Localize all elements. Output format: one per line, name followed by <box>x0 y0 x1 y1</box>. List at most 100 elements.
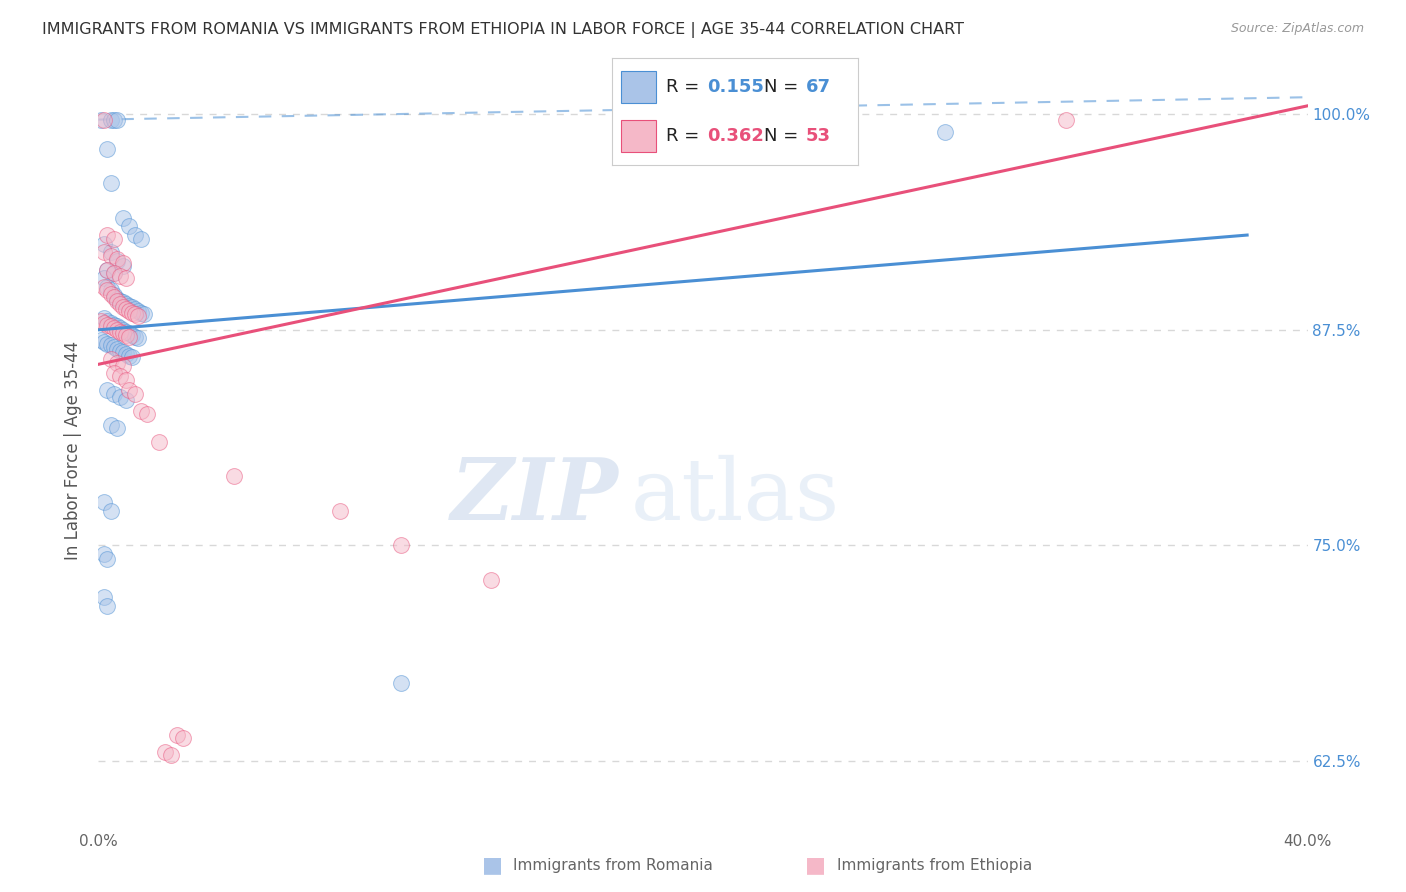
Point <box>132 307 155 321</box>
Point <box>114 393 136 408</box>
Text: atlas: atlas <box>630 454 839 538</box>
Point <box>135 407 157 421</box>
Point <box>93 279 115 293</box>
Point <box>389 538 412 552</box>
Point <box>148 434 170 449</box>
Point <box>105 342 128 356</box>
Point <box>103 340 125 354</box>
Point <box>103 321 125 335</box>
Point <box>124 329 146 343</box>
Point <box>172 731 194 746</box>
Text: ■: ■ <box>482 855 502 875</box>
Point <box>105 421 128 435</box>
Point <box>127 309 149 323</box>
Point <box>121 305 143 319</box>
Point <box>105 319 128 334</box>
Point <box>90 112 112 127</box>
Text: Immigrants from Romania: Immigrants from Romania <box>513 858 713 872</box>
Text: 67: 67 <box>806 78 831 95</box>
FancyBboxPatch shape <box>621 70 655 103</box>
Point <box>111 359 134 373</box>
Point <box>96 552 118 566</box>
Point <box>105 253 128 268</box>
Point <box>153 745 176 759</box>
Point <box>108 293 131 308</box>
Point <box>108 325 131 339</box>
Point <box>127 331 149 345</box>
Point <box>103 112 125 127</box>
Point <box>103 318 125 332</box>
Point <box>124 302 146 317</box>
Point <box>121 301 143 315</box>
Point <box>127 304 149 318</box>
Point <box>118 299 141 313</box>
Point <box>118 304 141 318</box>
Text: R =: R = <box>666 78 704 95</box>
Point <box>93 547 115 561</box>
Point <box>389 676 412 690</box>
Point <box>96 262 118 277</box>
Point <box>111 301 134 315</box>
Point <box>93 245 115 260</box>
Point <box>96 279 118 293</box>
Point <box>96 314 118 328</box>
Point <box>100 338 122 352</box>
Point <box>111 295 134 310</box>
Point <box>118 349 141 363</box>
Point <box>118 219 141 234</box>
Text: Immigrants from Ethiopia: Immigrants from Ethiopia <box>837 858 1032 872</box>
Point <box>111 326 134 341</box>
Point <box>105 355 128 369</box>
Point <box>93 590 115 604</box>
Point <box>93 334 115 349</box>
Point <box>105 293 128 308</box>
Point <box>616 111 638 125</box>
Point <box>103 290 125 304</box>
Text: ZIP: ZIP <box>450 454 619 538</box>
Point <box>105 112 128 127</box>
Text: N =: N = <box>765 128 804 145</box>
Point <box>103 266 125 280</box>
Point <box>166 728 188 742</box>
Point <box>100 316 122 330</box>
Point <box>93 271 115 285</box>
Point <box>114 347 136 361</box>
Text: R =: R = <box>666 128 704 145</box>
Point <box>124 228 146 243</box>
Point <box>100 286 122 301</box>
Point <box>111 211 134 225</box>
Point <box>121 328 143 343</box>
Point <box>121 351 143 365</box>
Point <box>100 112 122 127</box>
Point <box>224 469 246 483</box>
Point <box>108 390 131 404</box>
Point <box>96 142 118 156</box>
FancyBboxPatch shape <box>621 120 655 153</box>
Point <box>114 373 136 387</box>
Point <box>108 369 131 384</box>
Point <box>329 504 352 518</box>
Point <box>96 318 118 332</box>
Point <box>105 292 128 306</box>
Point <box>118 329 141 343</box>
Point <box>103 266 125 280</box>
Point <box>129 231 152 245</box>
Point <box>96 336 118 351</box>
Point <box>93 112 115 127</box>
Y-axis label: In Labor Force | Age 35-44: In Labor Force | Age 35-44 <box>65 341 83 560</box>
Point <box>481 573 503 587</box>
Text: N =: N = <box>765 78 804 95</box>
Point <box>111 255 134 269</box>
Text: ■: ■ <box>806 855 825 875</box>
Point <box>111 259 134 273</box>
Point <box>100 177 122 191</box>
Point <box>114 297 136 311</box>
Point <box>124 307 146 321</box>
Point <box>90 314 112 328</box>
Point <box>93 310 115 325</box>
Point <box>100 504 122 518</box>
Point <box>100 319 122 334</box>
Point <box>96 599 118 613</box>
Point <box>108 297 131 311</box>
Point <box>129 305 152 319</box>
